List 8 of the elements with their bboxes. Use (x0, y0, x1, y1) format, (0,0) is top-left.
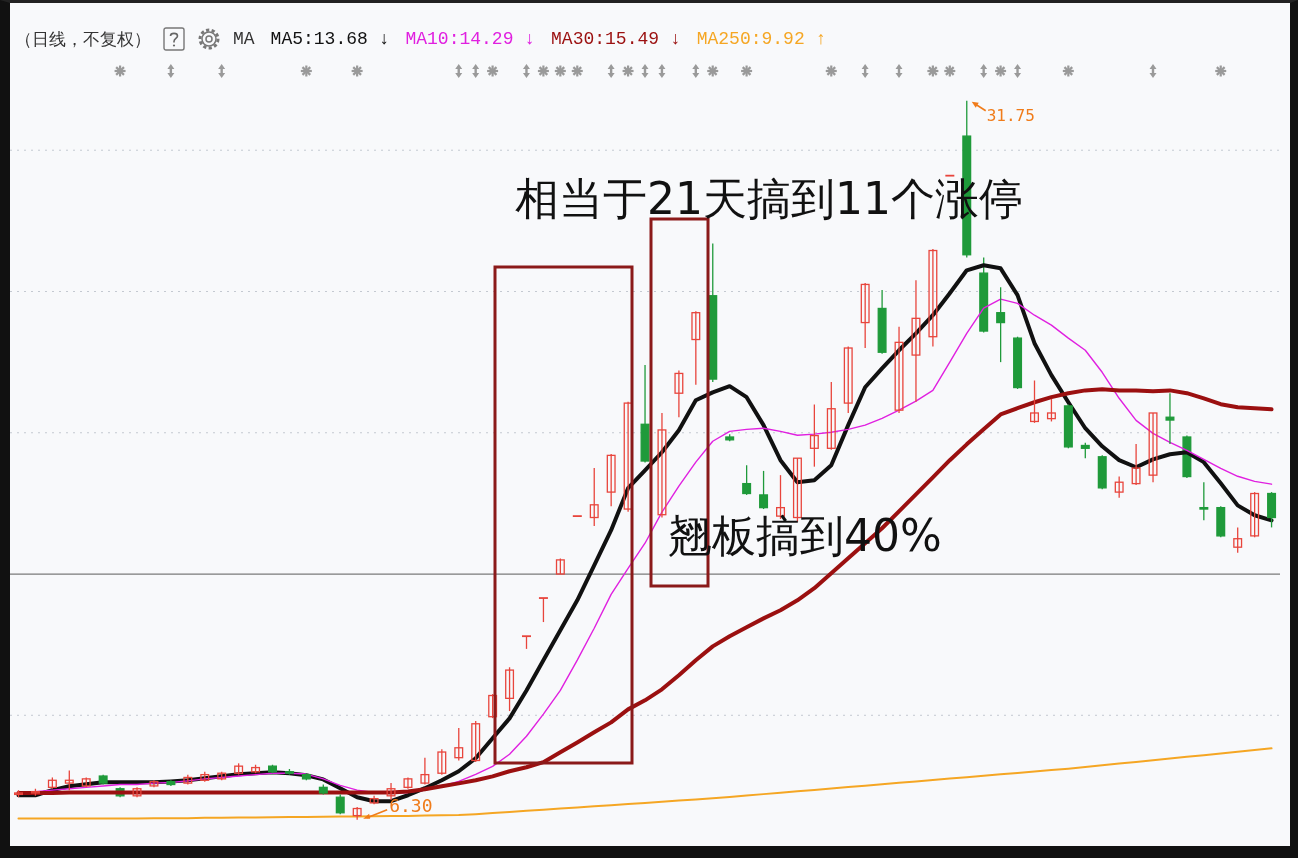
text: MA5:13.68 ↓ (270, 29, 390, 49)
annotation: 6.30 (389, 794, 433, 816)
text: MA250:9.92 ↑ (696, 29, 827, 49)
text: MA30:15.49 ↓ (551, 29, 681, 49)
legend-title: MA (233, 29, 255, 49)
annotation: 31.75 (986, 105, 1035, 125)
chart-title: （日线，不复权） (15, 27, 151, 51)
text: MA10:14.29 ↓ (405, 29, 536, 49)
